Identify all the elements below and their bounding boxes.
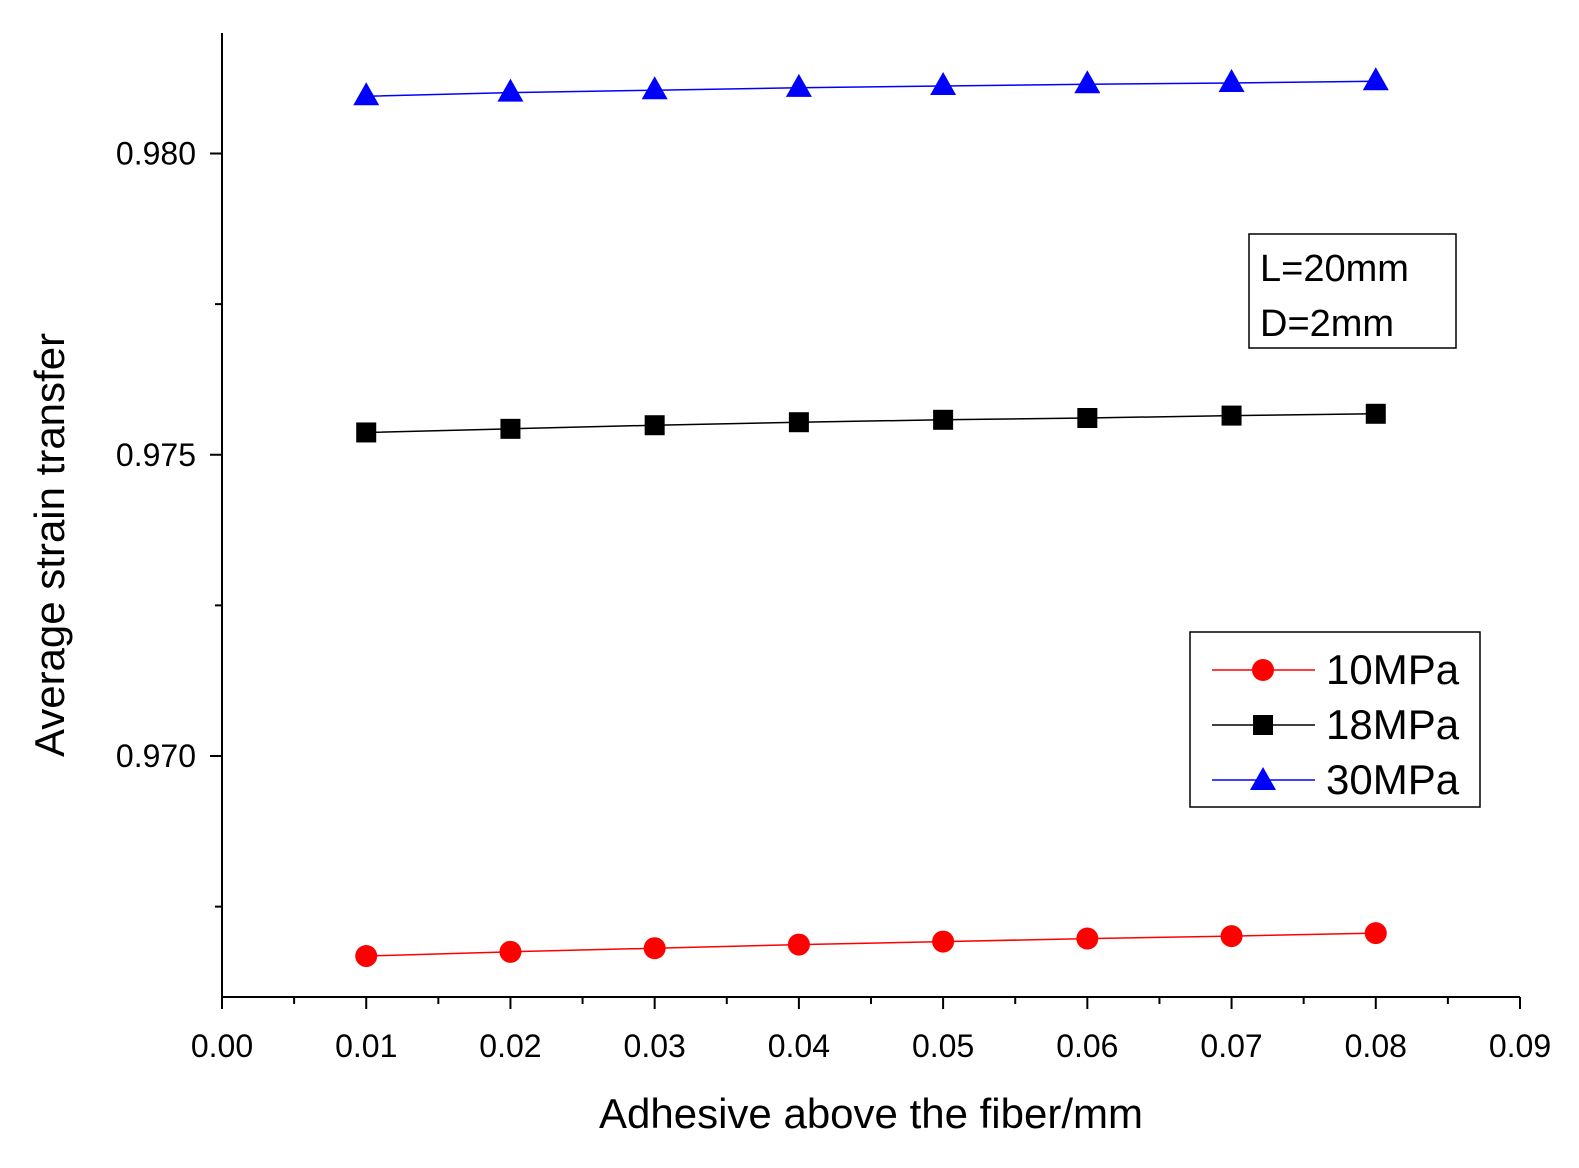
y-axis-title: Average strain transfer [26, 333, 73, 757]
data-point-30mpa [1362, 67, 1389, 91]
data-point-10mpa [932, 930, 955, 953]
annotation-line-1: L=20mm [1260, 248, 1409, 290]
data-point-18mpa [788, 412, 809, 433]
x-tick-label: 0.09 [1489, 1028, 1551, 1064]
x-tick-label: 0.00 [191, 1028, 253, 1064]
legend-item-30mpa: 30MPa [1212, 756, 1460, 803]
legend: 10MPa 18MPa 30MPa [1189, 631, 1481, 808]
x-tick-label: 0.01 [335, 1028, 397, 1064]
data-point-30mpa [785, 73, 812, 97]
data-point-18mpa [1365, 403, 1386, 424]
y-tick-label: 0.970 [116, 738, 196, 774]
annotation-box: L=20mm D=2mm [1248, 233, 1457, 349]
series-18mpa [356, 403, 1386, 443]
data-point-18mpa [644, 415, 665, 436]
legend-item-10mpa: 10MPa [1212, 646, 1460, 693]
legend-label-30mpa: 30MPa [1326, 756, 1460, 803]
data-point-18mpa [1221, 405, 1242, 426]
legend-marker-10mpa [1252, 659, 1274, 681]
x-tick-label: 0.03 [624, 1028, 686, 1064]
data-point-18mpa [500, 418, 521, 439]
data-point-18mpa [933, 409, 954, 430]
data-point-30mpa [353, 82, 380, 106]
data-point-10mpa [643, 937, 666, 960]
annotation-line-2: D=2mm [1260, 303, 1394, 345]
data-point-10mpa [355, 945, 378, 968]
data-point-10mpa [1364, 922, 1387, 945]
data-point-18mpa [1077, 407, 1098, 428]
series-30mpa [353, 67, 1389, 106]
series-layer [353, 67, 1389, 968]
x-tick-label: 0.05 [912, 1028, 974, 1064]
axes: 0.00 0.01 0.02 0.03 0.04 0.05 0.06 0.07 0.08 0.09… [116, 33, 1551, 1064]
series-10mpa [355, 922, 1387, 968]
data-point-10mpa [1076, 927, 1099, 950]
data-point-30mpa [930, 72, 957, 96]
x-axis-title: Adhesive above the fiber/mm [599, 1090, 1143, 1137]
legend-label-10mpa: 10MPa [1326, 646, 1460, 693]
x-tick-label: 0.08 [1345, 1028, 1407, 1064]
data-point-10mpa [1220, 925, 1243, 948]
y-tick-label: 0.980 [116, 136, 196, 172]
legend-marker-30mpa [1250, 767, 1276, 790]
series-line-10mpa [366, 932, 1376, 957]
x-tick-label: 0.06 [1056, 1028, 1118, 1064]
data-point-18mpa [356, 422, 377, 443]
data-point-30mpa [497, 78, 524, 102]
data-point-30mpa [1074, 70, 1101, 94]
x-tick-label: 0.04 [768, 1028, 830, 1064]
data-point-10mpa [499, 940, 522, 963]
y-tick-label: 0.975 [116, 437, 196, 473]
x-tick-label: 0.07 [1200, 1028, 1262, 1064]
legend-label-18mpa: 18MPa [1326, 701, 1460, 748]
series-line-30mpa [366, 80, 1376, 98]
data-point-30mpa [641, 76, 668, 100]
data-point-30mpa [1218, 69, 1245, 93]
legend-item-18mpa: 18MPa [1212, 701, 1460, 748]
data-point-10mpa [787, 933, 810, 956]
legend-marker-18mpa [1253, 715, 1273, 735]
series-line-18mpa [366, 413, 1376, 434]
x-tick-label: 0.02 [479, 1028, 541, 1064]
